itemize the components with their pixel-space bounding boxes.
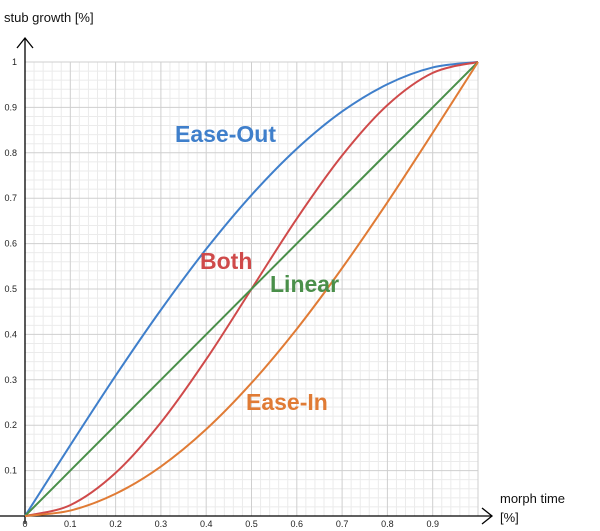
x-tick-label: 0.8 <box>381 519 394 529</box>
series-labels: Ease-Out Both Linear Ease-In <box>175 121 339 415</box>
y-axis-arrow <box>16 36 34 49</box>
series-label-linear: Linear <box>270 271 339 297</box>
series-line-ease-out <box>24 61 479 517</box>
series-line-ease-in <box>24 61 479 517</box>
y-tick-label: 0.2 <box>4 420 17 430</box>
axes <box>0 36 494 525</box>
y-tick-label: 1 <box>12 57 17 67</box>
y-tick-label: 0.7 <box>4 193 17 203</box>
x-tick-label: 0.6 <box>291 519 304 529</box>
series-line-linear <box>24 61 479 517</box>
series-label-ease-in: Ease-In <box>246 389 328 415</box>
y-tick-label: 0.4 <box>4 329 17 339</box>
x-tick-label: 0.4 <box>200 519 213 529</box>
y-tick-label: 0.3 <box>4 375 17 385</box>
series-lines <box>24 61 479 517</box>
x-axis-unit: [%] <box>500 510 519 525</box>
tick-labels: 0 0.1 0.2 0.3 0.4 0.5 0.6 0.7 0.8 0.9 0.1 0.2 0.3 0.4… <box>4 57 438 529</box>
x-tick-label: 0.7 <box>336 519 349 529</box>
x-tick-label: 0.5 <box>245 519 258 529</box>
x-tick-label: 0.2 <box>109 519 122 529</box>
x-tick-label: 0.3 <box>155 519 168 529</box>
y-axis-title: stub growth [%] <box>4 10 94 25</box>
x-tick-label: 0.1 <box>64 519 77 529</box>
series-label-ease-out: Ease-Out <box>175 121 276 147</box>
x-axis-title: morph time <box>500 491 565 506</box>
y-tick-label: 0.5 <box>4 284 17 294</box>
y-tick-label: 0.9 <box>4 102 17 112</box>
series-label-both: Both <box>200 248 252 274</box>
y-tick-label: 0.8 <box>4 148 17 158</box>
x-tick-label: 0.9 <box>426 519 439 529</box>
major-grid <box>25 61 479 516</box>
y-tick-label: 0.1 <box>4 466 17 476</box>
y-tick-label: 0.6 <box>4 239 17 249</box>
x-tick-label: 0 <box>22 519 27 529</box>
x-axis-arrow <box>481 507 494 525</box>
